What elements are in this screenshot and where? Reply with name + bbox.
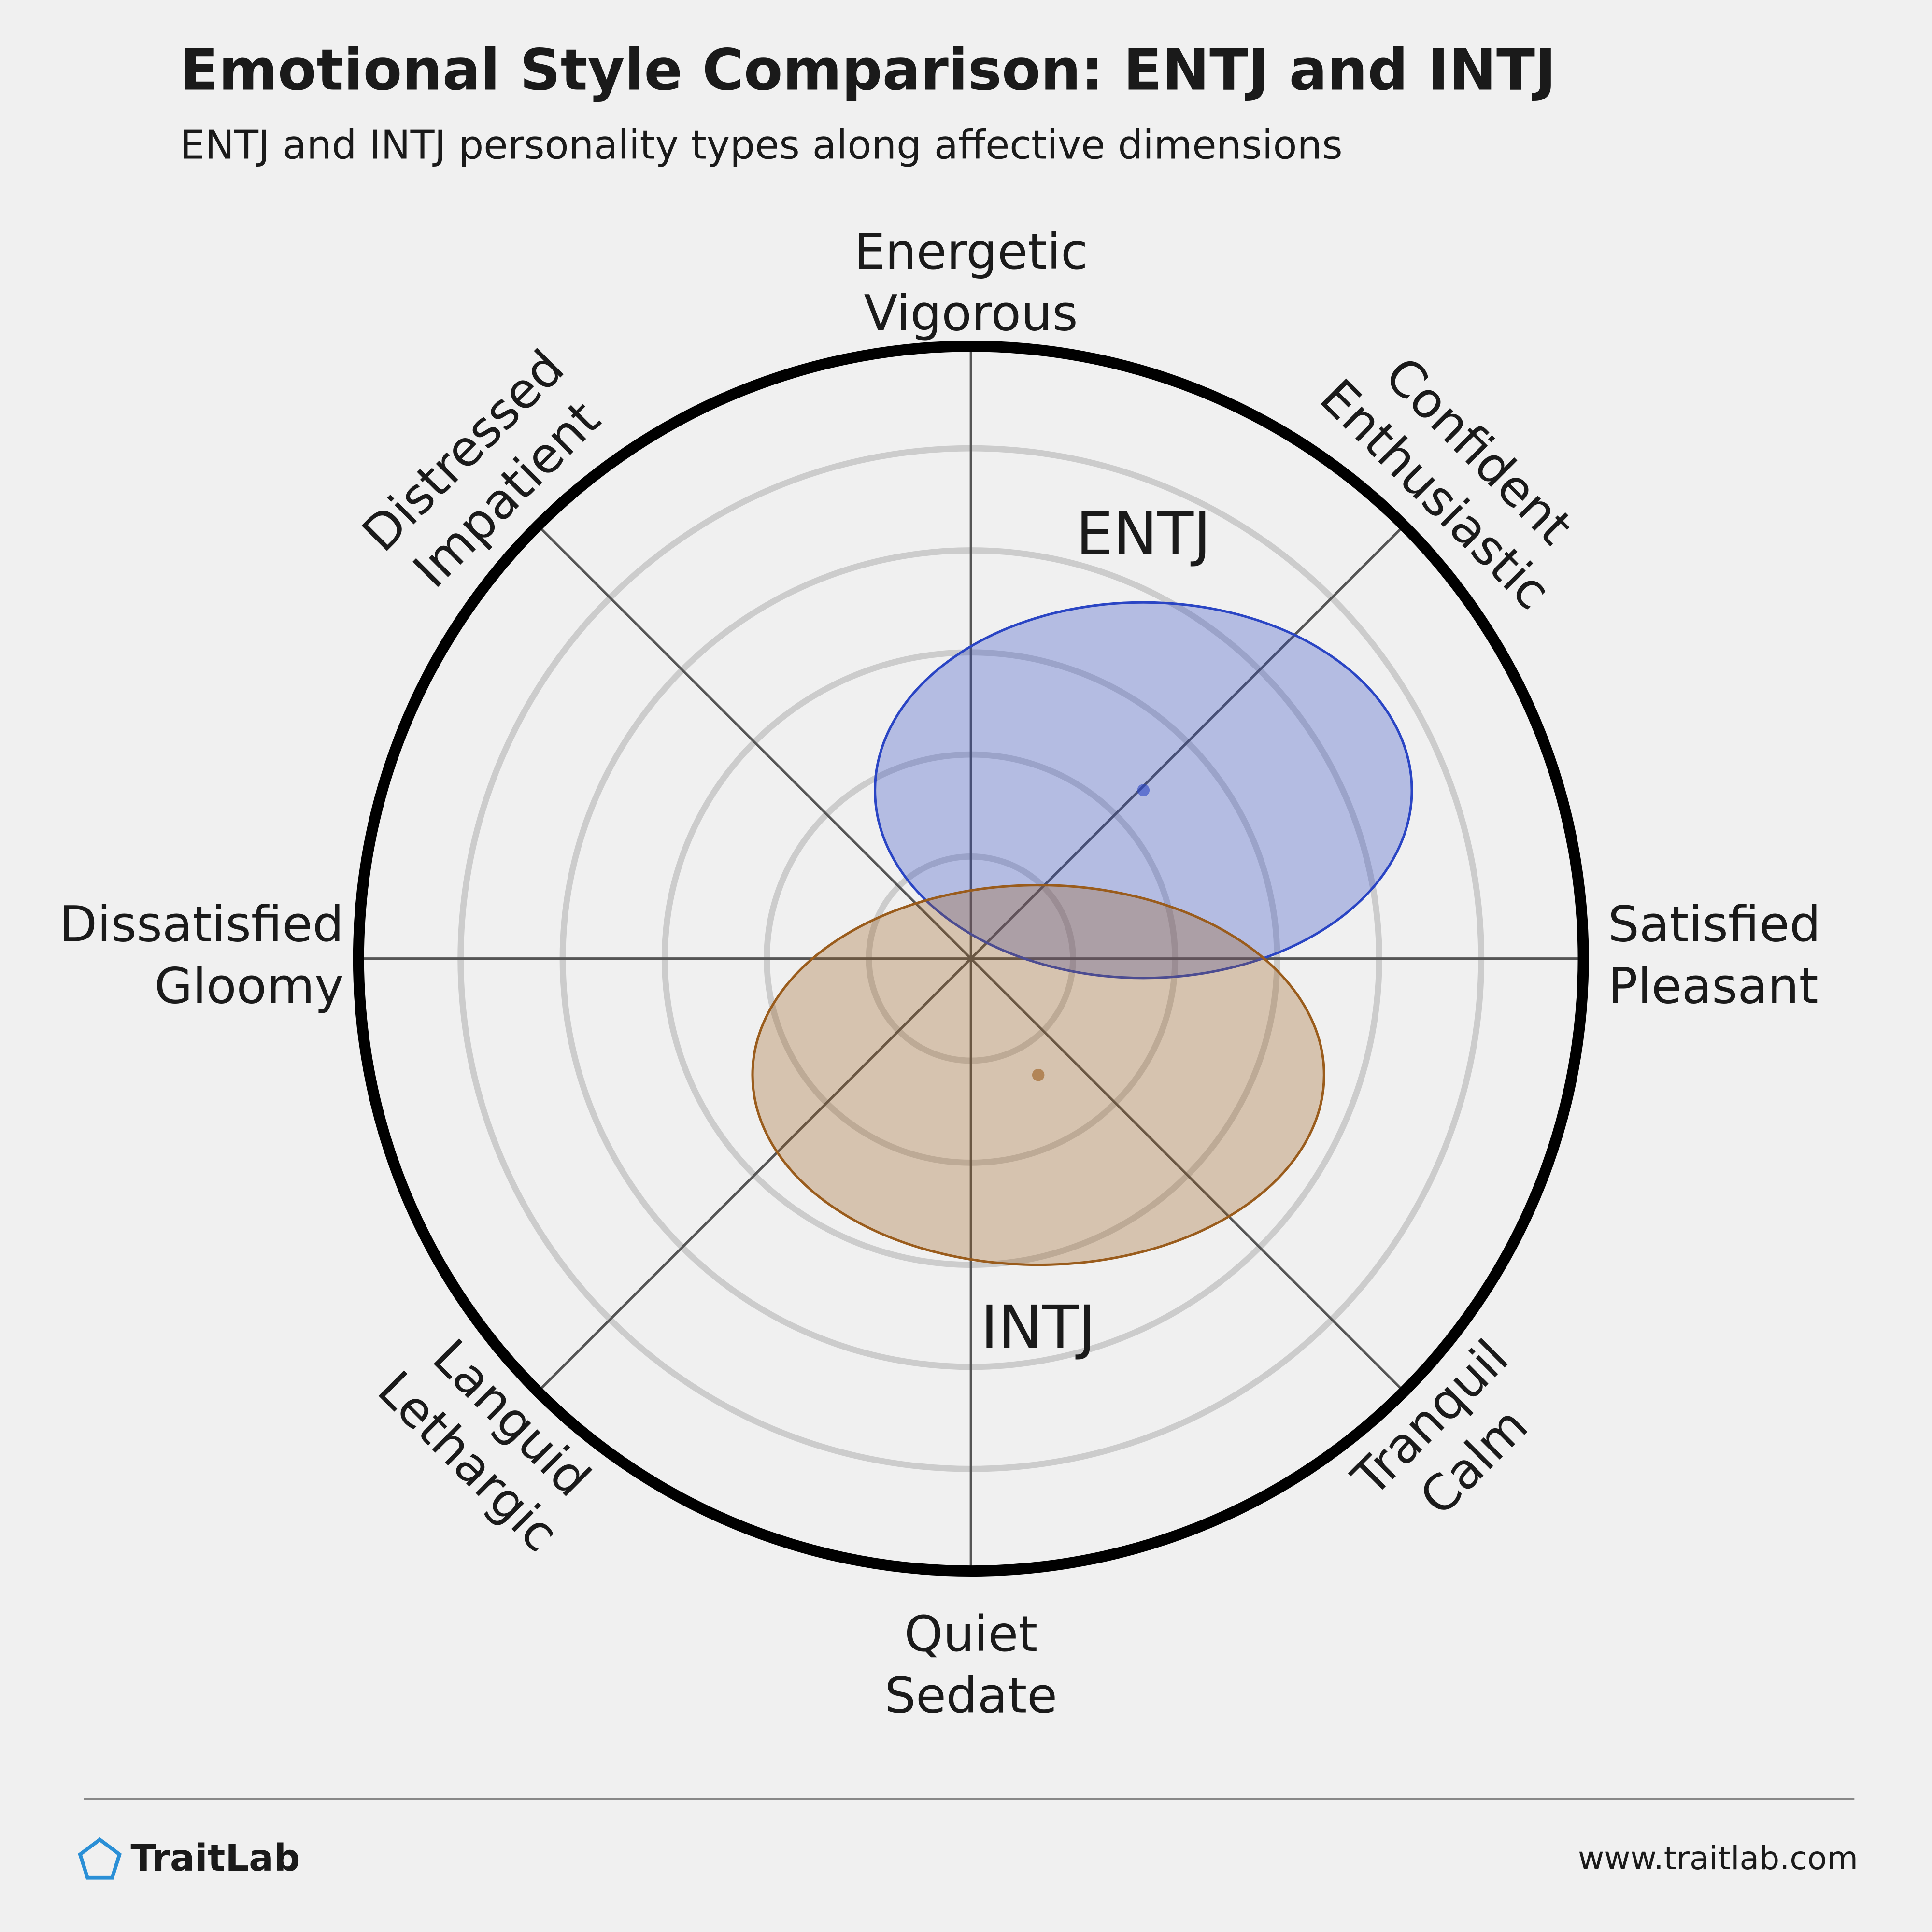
axis-label: Dissatisfied	[59, 896, 344, 953]
outer-ring	[353, 341, 1589, 1577]
axis-line	[970, 525, 1405, 960]
brand: TraitLab	[130, 1837, 300, 1880]
axis-label: Energetic	[854, 223, 1088, 281]
axis-line	[970, 957, 1405, 1393]
series-label: ENTJ	[1076, 499, 1211, 568]
series-label: INTJ	[980, 1293, 1096, 1362]
axis-label: Vigorous	[864, 284, 1078, 342]
axis-line	[537, 525, 972, 960]
axis-label: Sedate	[884, 1667, 1057, 1725]
chart-title: Emotional Style Comparison: ENTJ and INT…	[180, 37, 1556, 103]
series-center	[1137, 784, 1150, 796]
axis-label: Gloomy	[155, 957, 344, 1015]
axis-label: Pleasant	[1608, 957, 1818, 1015]
axis-label: Satisfied	[1608, 896, 1821, 953]
chart-subtitle: ENTJ and INTJ personality types along af…	[180, 123, 1342, 169]
brand-logo	[78, 1837, 122, 1880]
axis-label: Quiet	[904, 1605, 1037, 1663]
axis-line	[537, 957, 972, 1393]
series-center	[1032, 1068, 1045, 1081]
footer-url: www.traitlab.com	[1578, 1839, 1858, 1877]
